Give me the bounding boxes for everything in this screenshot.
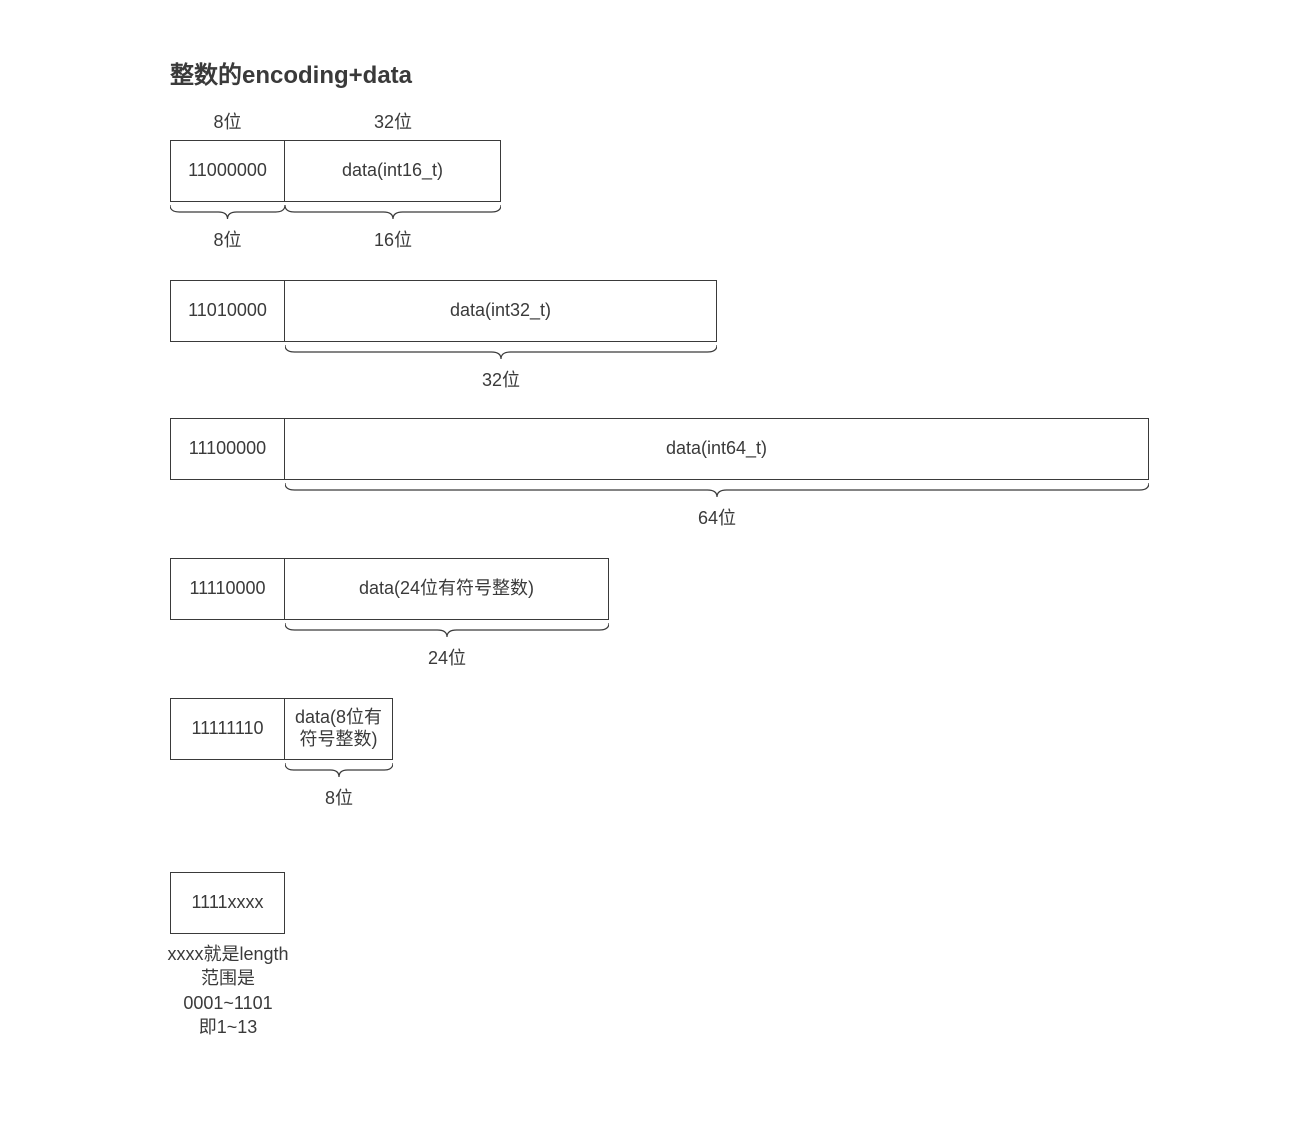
data-cell-4: data(8位有 符号整数) bbox=[284, 698, 393, 760]
data-cell-0: data(int16_t) bbox=[284, 140, 501, 202]
encoding-cell-3: 11110000 bbox=[170, 558, 285, 620]
brace-1-0 bbox=[285, 344, 717, 360]
brace-0-1 bbox=[285, 204, 501, 220]
brace-label-2-0: 64位 bbox=[285, 504, 1149, 530]
brace-label-4-0: 8位 bbox=[285, 784, 393, 810]
diagram-title: 整数的encoding+data bbox=[170, 55, 412, 90]
brace-label-3-0: 24位 bbox=[285, 644, 609, 670]
brace-3-0 bbox=[285, 622, 609, 638]
encoding-cell-2: 11100000 bbox=[170, 418, 285, 480]
data-cell-3: data(24位有符号整数) bbox=[284, 558, 609, 620]
top-label-0: 8位 bbox=[170, 108, 285, 134]
encoding-cell-1: 11010000 bbox=[170, 280, 285, 342]
encoding-cell-4: 11111110 bbox=[170, 698, 285, 760]
note-5: xxxx就是length 范围是 0001~1101 即1~13 bbox=[148, 942, 308, 1039]
encoding-cell-0: 11000000 bbox=[170, 140, 285, 202]
brace-label-0-0: 8位 bbox=[170, 226, 285, 252]
data-cell-2: data(int64_t) bbox=[284, 418, 1149, 480]
top-label-1: 32位 bbox=[285, 108, 501, 134]
brace-label-1-0: 32位 bbox=[285, 366, 717, 392]
brace-0-0 bbox=[170, 204, 285, 220]
diagram-canvas: 整数的encoding+data8位32位11000000data(int16_… bbox=[0, 0, 1300, 1128]
brace-label-0-1: 16位 bbox=[285, 226, 501, 252]
data-cell-1: data(int32_t) bbox=[284, 280, 717, 342]
encoding-cell-5: 1111xxxx bbox=[170, 872, 285, 934]
brace-4-0 bbox=[285, 762, 393, 778]
brace-2-0 bbox=[285, 482, 1149, 498]
